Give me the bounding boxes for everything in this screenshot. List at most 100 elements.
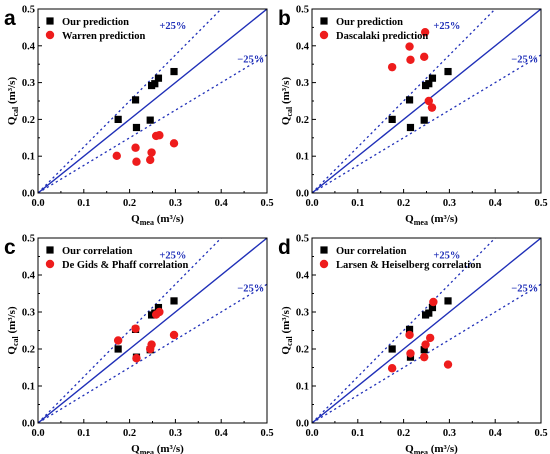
y-tick-label: 0.0 [296, 419, 309, 430]
data-point-square [388, 115, 396, 123]
data-point-square [388, 345, 396, 353]
data-point-circle [420, 352, 429, 362]
x-tick-label: 0.3 [169, 428, 182, 439]
y-tick-label: 0.5 [296, 5, 309, 16]
data-point-square [114, 345, 122, 353]
plus-25-line [38, 9, 223, 193]
y-axis-title: Qcal (m³/s) [280, 306, 294, 355]
x-axis-title-sub: mea [414, 218, 428, 227]
legend-label: Dascalaki prediction [336, 31, 428, 42]
data-point-circle [429, 297, 438, 307]
y-tick-label: 0.1 [296, 382, 309, 393]
x-tick-label: 0.4 [215, 428, 229, 439]
y-axis-title-main: Q [280, 346, 292, 355]
reference-lines [38, 9, 267, 193]
parity-line [312, 238, 541, 423]
y-tick-label: 0.5 [22, 5, 35, 16]
data-point-square [131, 96, 140, 104]
reference-lines [312, 238, 541, 423]
panel-letter: a [4, 7, 16, 30]
data-point-square [425, 309, 433, 317]
data-point-square [132, 123, 141, 132]
legend: Our prediction Warren prediction [45, 17, 145, 42]
plus-25-label: +25% [433, 21, 460, 32]
y-tick-label: 0.3 [296, 78, 309, 89]
y-tick-label: 0.2 [296, 115, 309, 126]
plus-25-label: +25% [159, 21, 186, 32]
y-tick-label: 0.1 [296, 152, 309, 163]
y-tick-label: 0.5 [22, 234, 35, 245]
data-point-square [154, 303, 163, 312]
data-point-circle [169, 139, 179, 148]
x-axis-title-main: Q [131, 443, 140, 454]
series-1 [387, 297, 453, 373]
x-tick-label: 0.0 [305, 428, 318, 439]
data-point-circle [155, 131, 164, 140]
x-tick-label: 0.2 [123, 428, 136, 439]
y-tick-label: 0.1 [22, 152, 35, 163]
legend-label: Our prediction [62, 17, 129, 28]
data-point-circle [420, 52, 429, 62]
series-0 [114, 297, 178, 361]
data-point-square [420, 116, 428, 124]
minus-25-label: −25% [237, 54, 264, 65]
data-point-square [405, 96, 414, 104]
y-tick-label: 0.4 [296, 41, 310, 52]
data-point-circle [146, 155, 155, 165]
legend: Our correlation Larsen & Heiselberg corre… [319, 246, 481, 271]
parity-line [38, 238, 267, 423]
x-tick-label: 0.4 [489, 428, 503, 439]
legend-marker-square [46, 246, 54, 254]
data-point-circle [421, 340, 430, 349]
minus-25-line [38, 283, 267, 423]
y-axis-title: Qcal (m³/s) [6, 77, 20, 126]
x-axis-title-sub: mea [414, 448, 428, 454]
y-axis-title-main: Q [6, 116, 18, 125]
y-tick-label: 0.0 [22, 419, 35, 430]
x-tick-label: 0.4 [489, 198, 503, 209]
legend-marker-circle [319, 259, 329, 269]
y-axis-title-unit: (m³/s) [280, 306, 292, 336]
data-point-circle [112, 151, 121, 161]
x-tick-label: 0.1 [77, 198, 90, 209]
x-tick-label: 0.5 [260, 428, 273, 439]
x-tick-label: 0.0 [305, 198, 318, 209]
data-point-square [406, 123, 415, 132]
y-axis-title: Qcal (m³/s) [280, 77, 294, 126]
data-point-circle [131, 324, 140, 333]
x-axis-title-unit: (m³/s) [154, 213, 184, 225]
y-tick-label: 0.2 [22, 115, 35, 126]
series-0 [388, 297, 452, 361]
x-tick-label: 0.5 [260, 198, 273, 209]
x-tick-label: 0.3 [443, 198, 456, 209]
legend: Our prediction Dascalaki prediction [319, 17, 428, 42]
data-point-circle [406, 349, 415, 358]
y-tick-label: 0.5 [296, 234, 309, 245]
y-tick-label: 0.3 [22, 78, 35, 89]
y-axis-title-main: Q [6, 346, 18, 355]
legend-label: Our correlation [62, 246, 133, 257]
data-point-square [425, 80, 433, 88]
data-point-square [170, 297, 178, 305]
legend-marker-circle [319, 30, 329, 40]
plus-25-line [38, 238, 223, 423]
minus-25-line [312, 54, 541, 193]
x-axis-title-unit: (m³/s) [154, 443, 184, 454]
y-axis-title-sub: cal [285, 106, 294, 117]
x-tick-label: 0.3 [169, 198, 182, 209]
data-point-circle [424, 96, 433, 106]
legend-marker-square [320, 17, 328, 25]
data-point-circle [406, 55, 415, 64]
legend-label: Warren prediction [62, 31, 145, 42]
series-1 [387, 27, 437, 112]
reference-lines [38, 238, 267, 423]
data-point-circle [420, 27, 430, 37]
x-tick-label: 0.2 [397, 198, 410, 209]
legend-marker-square [320, 246, 328, 254]
y-axis-title-sub: cal [11, 106, 20, 117]
legend-label: Our correlation [336, 246, 407, 257]
x-tick-label: 0.1 [351, 428, 364, 439]
y-tick-label: 0.2 [22, 345, 35, 356]
data-point-square [428, 303, 437, 312]
x-axis-title-unit: (m³/s) [428, 443, 458, 454]
